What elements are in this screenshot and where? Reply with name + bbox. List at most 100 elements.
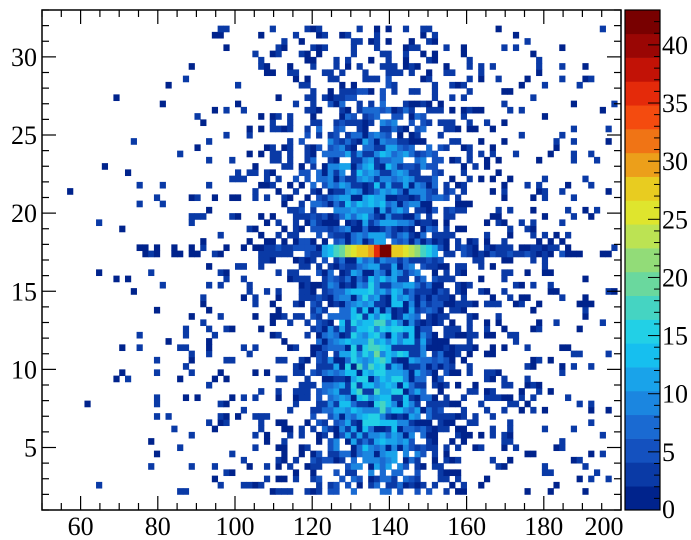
heatmap-cell — [148, 250, 155, 258]
heatmap-cell — [385, 263, 392, 270]
heatmap-cell — [431, 425, 439, 433]
heatmap-cell — [379, 413, 386, 420]
heatmap-cell — [269, 25, 276, 33]
heatmap-cell — [269, 169, 276, 177]
heatmap-cell — [541, 213, 549, 220]
heatmap-cell — [165, 81, 172, 89]
heatmap-cell — [356, 413, 363, 420]
heatmap-cell — [275, 250, 282, 258]
heatmap-cell — [605, 125, 612, 133]
heatmap-cell — [524, 38, 531, 45]
heatmap-cell — [431, 269, 439, 277]
heatmap-cell — [356, 238, 363, 245]
heatmap-cell — [489, 375, 496, 383]
heatmap-cell — [368, 138, 375, 145]
heatmap-cell — [310, 63, 317, 70]
heatmap-cell — [379, 169, 386, 177]
heatmap-cell — [327, 400, 334, 408]
heatmap-cell — [345, 200, 352, 208]
heatmap-cell — [223, 269, 230, 277]
heatmap-cell — [252, 194, 259, 202]
colorbar-tick-label: 40 — [662, 31, 688, 60]
heatmap-cell — [310, 238, 317, 245]
heatmap-cell — [478, 175, 485, 183]
heatmap-cell — [472, 238, 479, 245]
heatmap-cell — [345, 306, 352, 314]
heatmap-cell — [408, 231, 415, 239]
heatmap-cell — [304, 250, 311, 258]
heatmap-cell — [211, 331, 219, 339]
heatmap-cell — [356, 244, 363, 252]
heatmap-cell — [391, 338, 398, 345]
heatmap-cell — [263, 181, 271, 189]
y-tick-label: 25 — [11, 121, 37, 150]
heatmap-cell — [345, 431, 352, 439]
heatmap-cell — [385, 56, 392, 64]
heatmap-cell — [408, 150, 415, 158]
heatmap-cell — [327, 275, 334, 283]
x-tick-label: 200 — [585, 512, 624, 540]
heatmap-cell — [287, 63, 294, 70]
heatmap-cell — [96, 481, 103, 489]
heatmap-cell — [368, 194, 375, 202]
heatmap-cell — [292, 238, 300, 245]
heatmap-cell — [292, 456, 300, 464]
heatmap-cell — [292, 225, 300, 233]
heatmap-cell — [437, 288, 444, 295]
heatmap-cell — [391, 113, 398, 120]
heatmap-cell — [333, 63, 340, 70]
heatmap-cell — [379, 369, 386, 377]
colorbar-tick-label: 15 — [662, 322, 688, 351]
heatmap-cell — [391, 150, 398, 158]
heatmap-cell — [414, 325, 421, 333]
heatmap-cell — [292, 31, 300, 39]
heatmap-cell — [379, 188, 386, 195]
heatmap-cell — [287, 269, 294, 277]
heatmap-cell — [437, 356, 444, 364]
heatmap-cell — [304, 444, 311, 452]
heatmap-cell — [292, 269, 300, 277]
heatmap-cell — [356, 25, 363, 33]
heatmap-cell — [327, 150, 334, 158]
heatmap-cell — [385, 444, 392, 452]
heatmap-cell — [426, 369, 433, 377]
heatmap-cell — [402, 363, 410, 370]
heatmap-cell — [275, 313, 282, 320]
heatmap-cell — [455, 381, 462, 389]
heatmap-cell — [281, 356, 288, 364]
heatmap-cell — [414, 63, 421, 70]
heatmap-cell — [472, 444, 479, 452]
heatmap-cell — [391, 375, 398, 383]
heatmap-cell — [518, 81, 525, 89]
heatmap-cell — [397, 156, 404, 164]
heatmap-cell — [408, 331, 415, 339]
heatmap-cell — [414, 425, 421, 433]
heatmap-cell — [570, 350, 578, 358]
heatmap-cell — [379, 263, 386, 270]
heatmap-cell — [524, 225, 531, 233]
heatmap-cell — [356, 450, 363, 458]
heatmap-cell — [362, 206, 369, 214]
heatmap-cell — [101, 163, 109, 170]
heatmap-cell — [182, 363, 190, 370]
heatmap-cell — [541, 81, 549, 89]
heatmap-cell — [316, 313, 323, 320]
heatmap-cell — [321, 269, 329, 277]
heatmap-cell — [345, 88, 352, 95]
heatmap-cell — [350, 175, 357, 183]
heatmap-cell — [310, 294, 317, 302]
heatmap-cell — [321, 325, 329, 333]
heatmap-cell — [368, 219, 375, 227]
heatmap-cell — [362, 150, 369, 158]
heatmap-cell — [512, 300, 520, 308]
heatmap-cell — [397, 150, 404, 158]
colorbar-segment — [625, 271, 660, 297]
heatmap-cell — [536, 388, 543, 395]
heatmap-cell — [356, 400, 363, 408]
heatmap-cell — [391, 438, 398, 445]
heatmap-cell — [200, 294, 207, 302]
heatmap-cell — [472, 413, 479, 420]
heatmap-cell — [252, 244, 259, 252]
heatmap-cell — [455, 281, 462, 289]
heatmap-cell — [327, 225, 334, 233]
